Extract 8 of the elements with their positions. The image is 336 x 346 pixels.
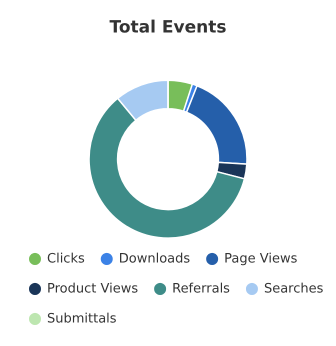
- chart-title: Total Events: [110, 18, 226, 38]
- legend-label: Product Views: [47, 282, 138, 296]
- legend-label: Referrals: [172, 282, 230, 296]
- legend-label: Clicks: [47, 252, 85, 266]
- legend-label: Searches: [264, 282, 324, 296]
- legend-label: Page Views: [224, 252, 298, 266]
- legend-label: Downloads: [118, 252, 190, 266]
- legend-label: Submittals: [47, 312, 117, 326]
